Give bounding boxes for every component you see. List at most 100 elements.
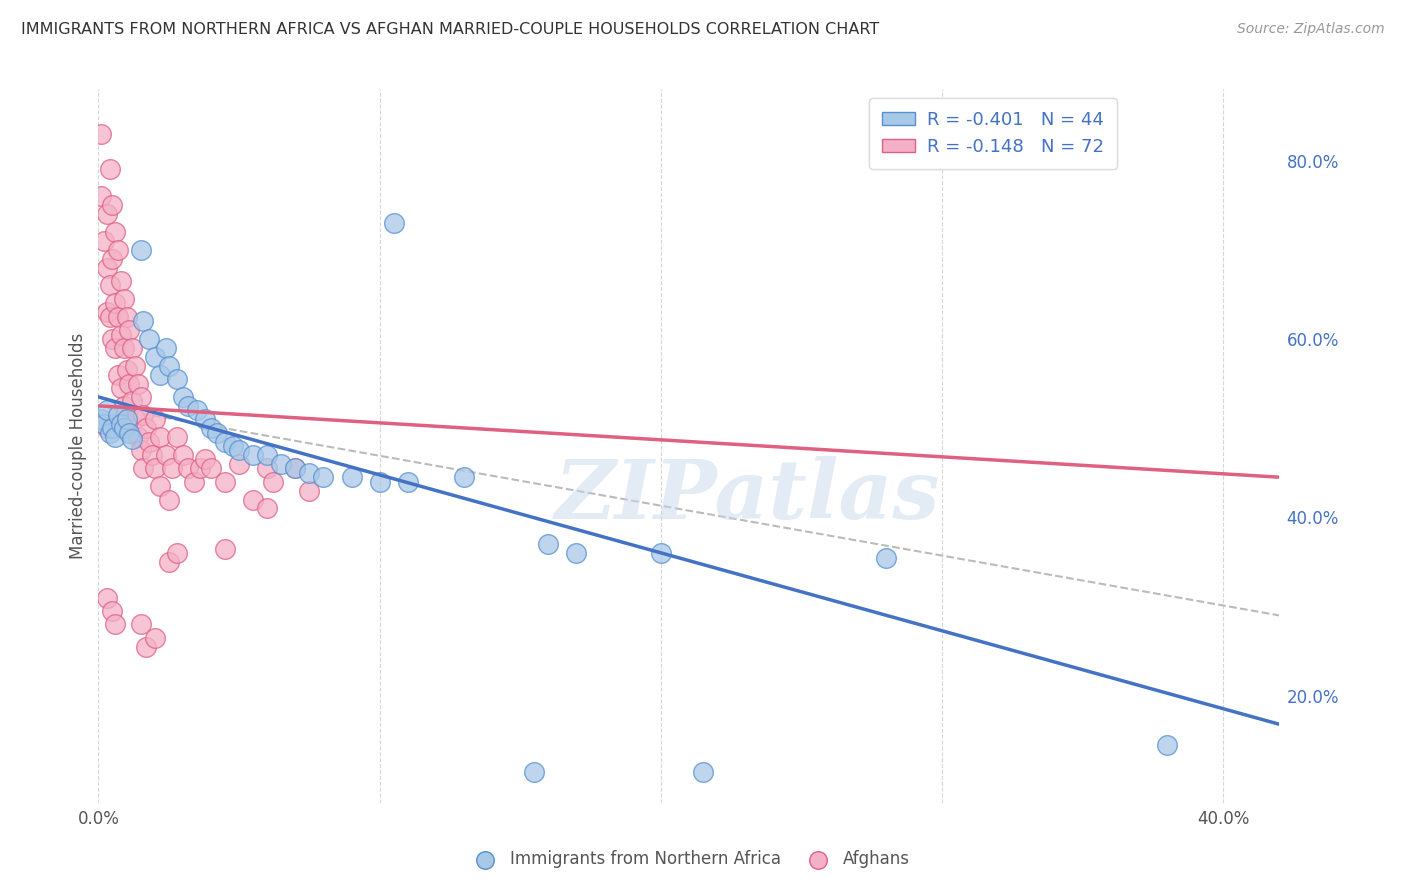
Point bbox=[115, 417, 138, 431]
Point bbox=[127, 376, 149, 391]
Point bbox=[104, 430, 127, 444]
Point bbox=[155, 448, 177, 462]
Point bbox=[96, 403, 118, 417]
Point bbox=[107, 310, 129, 324]
Point bbox=[141, 448, 163, 462]
Point bbox=[110, 274, 132, 288]
Point bbox=[104, 341, 127, 355]
Point bbox=[875, 550, 897, 565]
Point bbox=[194, 452, 217, 467]
Point bbox=[110, 381, 132, 395]
Point bbox=[96, 421, 118, 435]
Point bbox=[312, 470, 335, 484]
Point bbox=[104, 225, 127, 239]
Point bbox=[90, 127, 112, 141]
Point bbox=[453, 470, 475, 484]
Y-axis label: Married-couple Households: Married-couple Households bbox=[69, 333, 87, 559]
Point bbox=[98, 162, 121, 177]
Point bbox=[298, 483, 321, 498]
Point bbox=[160, 461, 183, 475]
Point bbox=[121, 432, 143, 446]
Point bbox=[101, 421, 124, 435]
Point bbox=[177, 399, 200, 413]
Point bbox=[166, 372, 188, 386]
Point bbox=[149, 430, 172, 444]
Point bbox=[155, 341, 177, 355]
Point bbox=[96, 260, 118, 275]
Point bbox=[256, 461, 278, 475]
Point bbox=[98, 310, 121, 324]
Point bbox=[98, 425, 121, 440]
Point bbox=[228, 457, 250, 471]
Point bbox=[200, 421, 222, 435]
Point bbox=[124, 359, 146, 373]
Point bbox=[396, 475, 419, 489]
Point bbox=[214, 541, 236, 556]
Point bbox=[205, 425, 228, 440]
Point bbox=[132, 461, 155, 475]
Point bbox=[93, 417, 115, 431]
Point bbox=[214, 434, 236, 449]
Point bbox=[101, 332, 124, 346]
Point bbox=[200, 461, 222, 475]
Point bbox=[186, 403, 208, 417]
Point bbox=[129, 617, 152, 632]
Point bbox=[222, 439, 245, 453]
Point bbox=[96, 591, 118, 605]
Point bbox=[149, 479, 172, 493]
Point bbox=[129, 390, 152, 404]
Point bbox=[110, 327, 132, 342]
Point bbox=[166, 546, 188, 560]
Point bbox=[118, 376, 141, 391]
Point bbox=[107, 368, 129, 382]
Point bbox=[90, 412, 112, 426]
Point bbox=[256, 501, 278, 516]
Point bbox=[115, 363, 138, 377]
Point bbox=[166, 430, 188, 444]
Point bbox=[214, 475, 236, 489]
Point bbox=[135, 421, 157, 435]
Point bbox=[112, 292, 135, 306]
Point bbox=[270, 457, 292, 471]
Point bbox=[101, 198, 124, 212]
Point bbox=[242, 448, 264, 462]
Point bbox=[110, 417, 132, 431]
Point bbox=[565, 546, 588, 560]
Point bbox=[537, 537, 560, 551]
Point bbox=[262, 475, 284, 489]
Point bbox=[177, 461, 200, 475]
Point bbox=[183, 475, 205, 489]
Point bbox=[340, 470, 363, 484]
Point bbox=[298, 466, 321, 480]
Point bbox=[129, 443, 152, 458]
Point bbox=[104, 296, 127, 310]
Point bbox=[149, 368, 172, 382]
Legend: Immigrants from Northern Africa, Afghans: Immigrants from Northern Africa, Afghans bbox=[461, 844, 917, 875]
Point bbox=[228, 443, 250, 458]
Text: IMMIGRANTS FROM NORTHERN AFRICA VS AFGHAN MARRIED-COUPLE HOUSEHOLDS CORRELATION : IMMIGRANTS FROM NORTHERN AFRICA VS AFGHA… bbox=[21, 22, 879, 37]
Point bbox=[157, 555, 180, 569]
Point bbox=[368, 475, 391, 489]
Point bbox=[256, 448, 278, 462]
Point bbox=[284, 461, 307, 475]
Point bbox=[127, 430, 149, 444]
Point bbox=[284, 461, 307, 475]
Point bbox=[96, 305, 118, 319]
Point bbox=[121, 341, 143, 355]
Point bbox=[650, 546, 672, 560]
Point bbox=[124, 412, 146, 426]
Point bbox=[157, 359, 180, 373]
Point bbox=[143, 350, 166, 364]
Point bbox=[98, 278, 121, 293]
Point bbox=[121, 394, 143, 409]
Text: Source: ZipAtlas.com: Source: ZipAtlas.com bbox=[1237, 22, 1385, 37]
Point bbox=[194, 412, 217, 426]
Point bbox=[107, 408, 129, 422]
Point bbox=[118, 425, 141, 440]
Point bbox=[188, 461, 211, 475]
Point bbox=[138, 332, 160, 346]
Point bbox=[90, 189, 112, 203]
Point bbox=[172, 390, 194, 404]
Point bbox=[112, 399, 135, 413]
Point bbox=[132, 314, 155, 328]
